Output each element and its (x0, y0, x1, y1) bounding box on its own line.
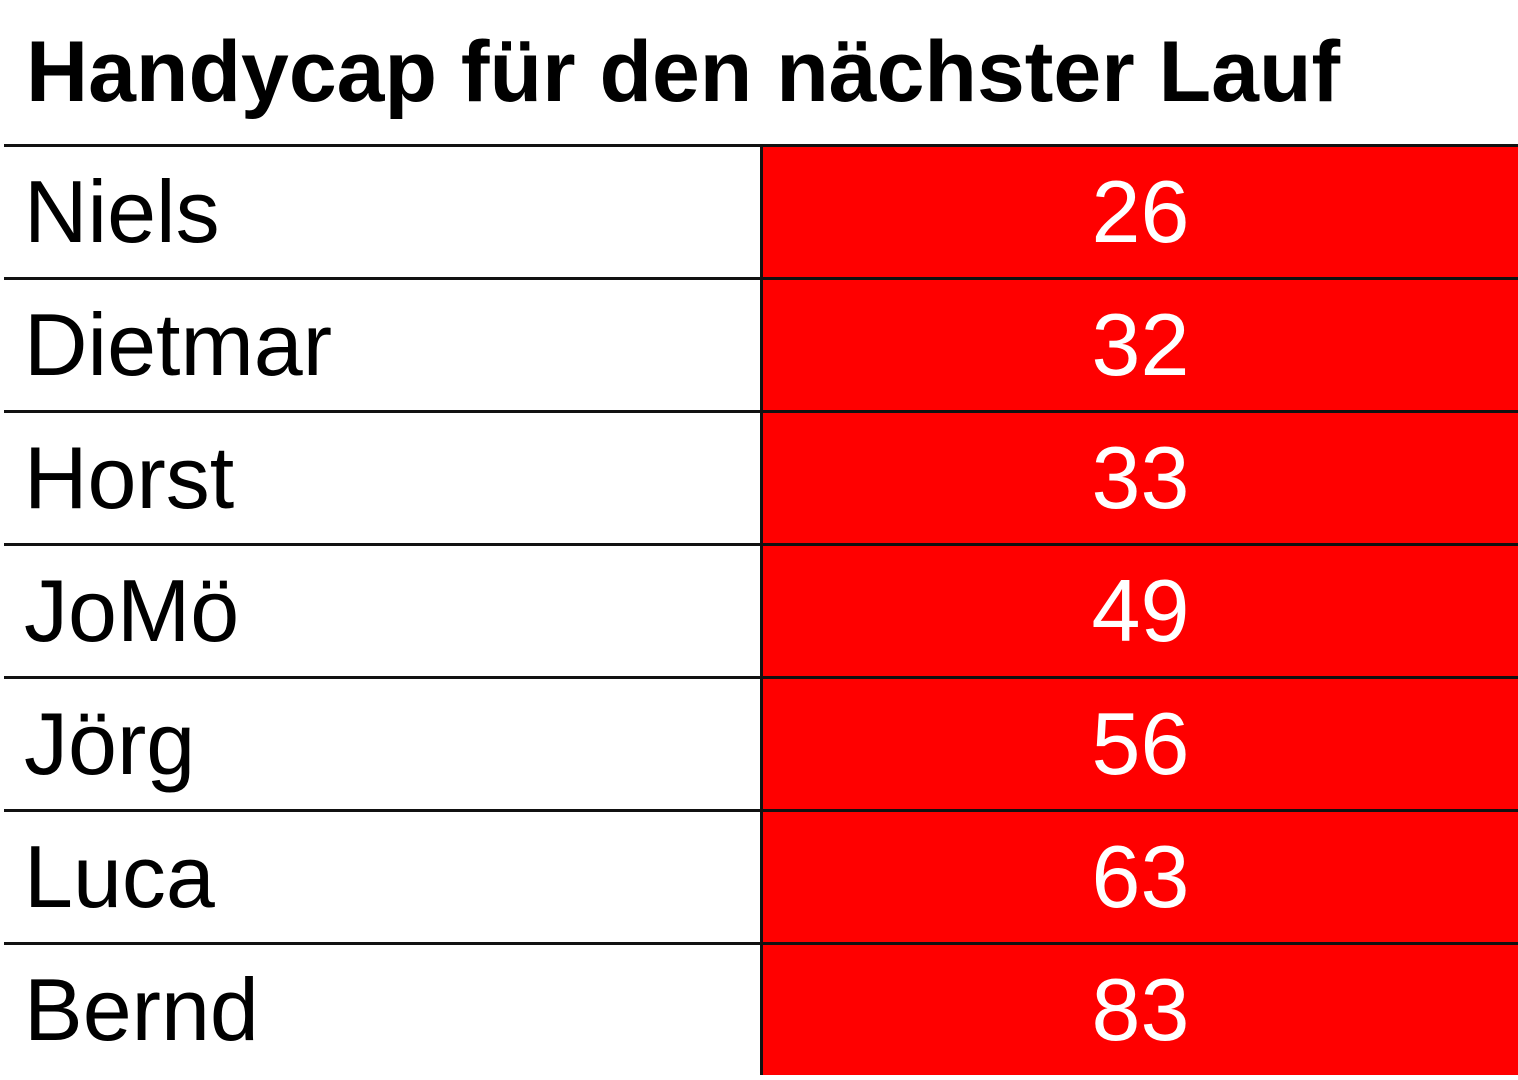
table-row: Bernd 83 (4, 942, 1518, 1075)
player-name: Bernd (24, 960, 259, 1059)
handicap-value: 56 (760, 679, 1518, 809)
table-row: Jörg 56 (4, 676, 1518, 809)
player-name: Jörg (24, 694, 196, 793)
table-row: JoMö 49 (4, 543, 1518, 676)
table-row: Dietmar 32 (4, 277, 1518, 410)
handicap-value: 49 (760, 546, 1518, 676)
table-row: Luca 63 (4, 809, 1518, 942)
table-title: Handycap für den nächster Lauf (26, 24, 1341, 120)
table-row: Horst 33 (4, 410, 1518, 543)
player-name: Niels (24, 162, 220, 261)
handicap-value: 63 (760, 812, 1518, 942)
handicap-value: 26 (760, 147, 1518, 277)
table-row: Niels 26 (4, 144, 1518, 277)
player-name: Luca (24, 827, 215, 926)
handicap-value: 83 (760, 945, 1518, 1075)
table-body: Niels 26 Dietmar 32 Horst 33 JoMö 49 Jörg 56 Luca 6… (4, 144, 1518, 1075)
player-name: Horst (24, 428, 235, 527)
handicap-value: 33 (760, 413, 1518, 543)
player-name: Dietmar (24, 295, 333, 394)
player-name: JoMö (24, 561, 240, 660)
handicap-value: 32 (760, 280, 1518, 410)
